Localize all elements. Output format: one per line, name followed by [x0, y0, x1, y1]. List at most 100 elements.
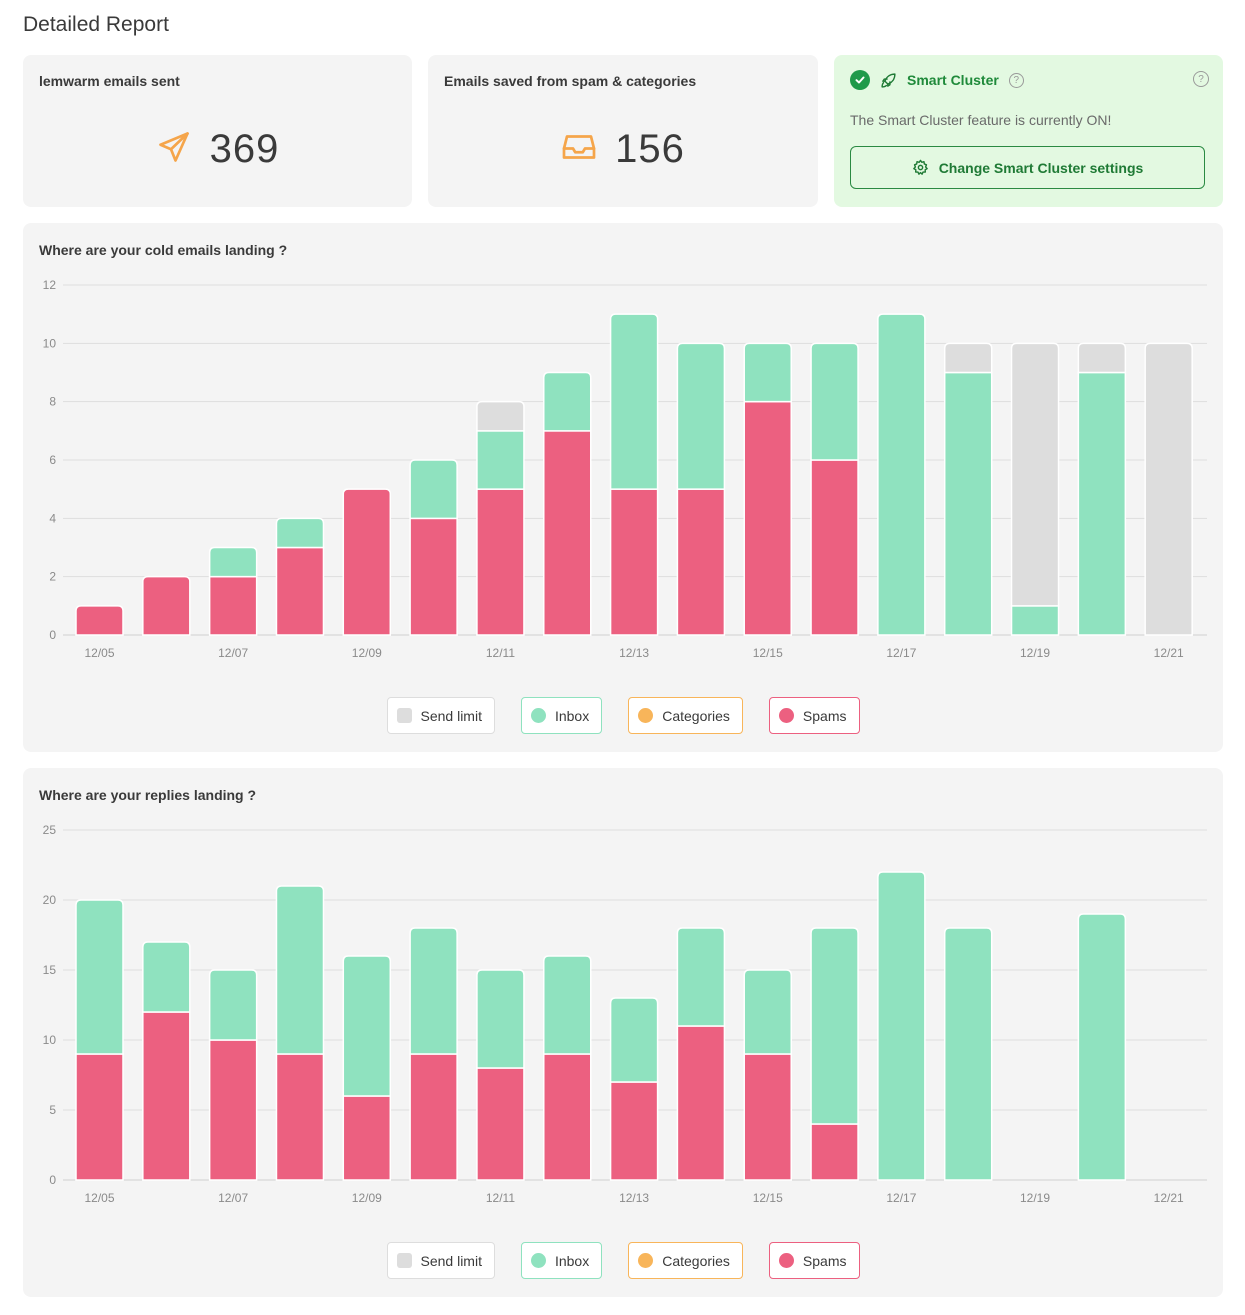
replies-legend: Send limit Inbox Categories Spams [23, 1242, 1223, 1279]
bar-segment-send-limit[interactable] [943, 342, 993, 374]
x-tick-label: 12/11 [486, 1191, 515, 1205]
bar-segment-inbox[interactable] [609, 313, 659, 490]
bar-segment-inbox[interactable] [1077, 913, 1127, 1181]
bar-segment-spams[interactable] [543, 430, 592, 636]
legend-item-categories[interactable]: Categories [628, 1242, 743, 1279]
legend-item-spams[interactable]: Spams [768, 1242, 860, 1279]
legend-item-inbox[interactable]: Inbox [520, 1242, 603, 1279]
bar-segment-inbox[interactable] [743, 342, 792, 403]
legend-label: Send limit [420, 1252, 482, 1269]
bar-segment-spams[interactable] [75, 605, 124, 636]
legend-item-send-limit[interactable]: Send limit [386, 697, 495, 734]
bar-segment-spams[interactable] [208, 575, 258, 636]
bar-segment-inbox[interactable] [208, 969, 258, 1041]
bar-segment-inbox[interactable] [877, 871, 926, 1181]
bar-segment-send-limit[interactable] [476, 400, 525, 432]
bar-segment-inbox[interactable] [409, 927, 458, 1055]
bar-segment-inbox[interactable] [1077, 371, 1127, 636]
bar-segment-spams[interactable] [275, 546, 325, 636]
legend-item-send-limit[interactable]: Send limit [386, 1242, 495, 1279]
bar-segment-inbox[interactable] [676, 342, 726, 490]
x-tick-label: 12/11 [486, 646, 515, 660]
bar-segment-inbox[interactable] [743, 969, 792, 1055]
bar-segment-spams[interactable] [810, 459, 859, 636]
bar-segment-inbox[interactable] [476, 430, 525, 490]
x-tick-label: 12/13 [619, 646, 649, 660]
bar-segment-inbox[interactable] [877, 313, 926, 636]
legend-item-categories[interactable]: Categories [628, 697, 743, 734]
smart-cluster-card: Smart Cluster ? ? The Smart Cluster feat… [834, 55, 1223, 207]
emails-sent-title: lemwarm emails sent [39, 73, 180, 89]
bar-segment-send-limit[interactable] [1077, 342, 1127, 374]
bar-segment-inbox[interactable] [409, 459, 458, 520]
bar-segment-spams[interactable] [75, 1053, 124, 1181]
x-tick-label: 12/07 [218, 1191, 248, 1205]
bar-segment-inbox[interactable] [943, 371, 993, 636]
gear-icon [912, 159, 929, 176]
bar-segment-spams[interactable] [676, 488, 726, 636]
bar-segment-spams[interactable] [142, 1011, 191, 1181]
bar-segment-inbox[interactable] [609, 997, 659, 1083]
bar-segment-spams[interactable] [275, 1053, 325, 1181]
replies-chart: 0 5 10 15 20 25 12/05 12/07 12/09 12/11 12/13 12/15… [43, 823, 1207, 1205]
y-tick-label: 0 [49, 628, 56, 642]
x-tick-label: 12/13 [619, 1191, 649, 1205]
bar-segment-inbox[interactable] [543, 955, 592, 1055]
bar-segment-inbox[interactable] [543, 371, 592, 432]
bar-segment-spams[interactable] [676, 1025, 726, 1181]
bar-segment-inbox[interactable] [810, 927, 859, 1125]
bar-segment-send-limit[interactable] [1010, 342, 1060, 607]
bar-segment-inbox[interactable] [476, 969, 525, 1069]
change-smart-cluster-settings-button[interactable]: Change Smart Cluster settings [850, 146, 1205, 189]
bar-segment-spams[interactable] [476, 1067, 525, 1181]
legend-swatch [778, 1253, 794, 1268]
bar-segment-inbox[interactable] [275, 517, 325, 549]
y-tick-label: 10 [43, 336, 57, 350]
legend-item-inbox[interactable]: Inbox [520, 697, 603, 734]
x-tick-label: 12/05 [84, 1191, 114, 1205]
bar-segment-inbox[interactable] [275, 885, 325, 1055]
bar-segment-inbox[interactable] [1010, 605, 1060, 636]
bar-segment-spams[interactable] [609, 1081, 659, 1181]
emails-sent-value: 369 [209, 127, 280, 171]
bar-segment-spams[interactable] [743, 400, 792, 636]
help-icon[interactable]: ? [1193, 71, 1209, 87]
legend-item-spams[interactable]: Spams [768, 697, 860, 734]
x-tick-label: 12/05 [84, 646, 114, 660]
legend-swatch [396, 1253, 412, 1268]
y-tick-label: 15 [43, 963, 57, 977]
bar-segment-spams[interactable] [609, 488, 659, 636]
legend-label: Send limit [420, 707, 482, 724]
bar-segment-spams[interactable] [476, 488, 525, 636]
send-icon [156, 129, 192, 170]
y-tick-label: 6 [49, 453, 56, 467]
bar-segment-inbox[interactable] [943, 927, 993, 1181]
bar-segment-spams[interactable] [743, 1053, 792, 1181]
bar-segment-send-limit[interactable] [1144, 342, 1193, 636]
check-icon [850, 70, 870, 90]
bar-segment-inbox[interactable] [75, 899, 124, 1055]
smart-cluster-description: The Smart Cluster feature is currently O… [850, 112, 1112, 128]
bar-segment-inbox[interactable] [142, 941, 191, 1013]
legend-swatch [396, 708, 412, 723]
cold-emails-chart-card: Where are your cold emails landing ? 0 2 4… [23, 223, 1223, 752]
bar-segment-spams[interactable] [409, 1053, 458, 1181]
y-tick-label: 20 [43, 893, 57, 907]
x-tick-label: 12/09 [352, 646, 382, 660]
bar-segment-inbox[interactable] [676, 927, 726, 1027]
bar-segment-spams[interactable] [810, 1123, 859, 1181]
bar-segment-spams[interactable] [142, 575, 191, 636]
bar-segment-spams[interactable] [543, 1053, 592, 1181]
bar-segment-inbox[interactable] [342, 955, 392, 1097]
bar-segment-inbox[interactable] [810, 342, 859, 461]
page-title: Detailed Report [23, 13, 169, 36]
cold-emails-legend: Send limit Inbox Categories Spams [23, 697, 1223, 734]
bar-segment-inbox[interactable] [208, 546, 258, 578]
legend-label: Categories [662, 1252, 730, 1269]
help-icon[interactable]: ? [1008, 72, 1024, 88]
x-tick-label: 12/07 [218, 646, 248, 660]
bar-segment-spams[interactable] [342, 1095, 392, 1181]
bar-segment-spams[interactable] [342, 488, 392, 636]
bar-segment-spams[interactable] [409, 517, 458, 636]
bar-segment-spams[interactable] [208, 1039, 258, 1181]
